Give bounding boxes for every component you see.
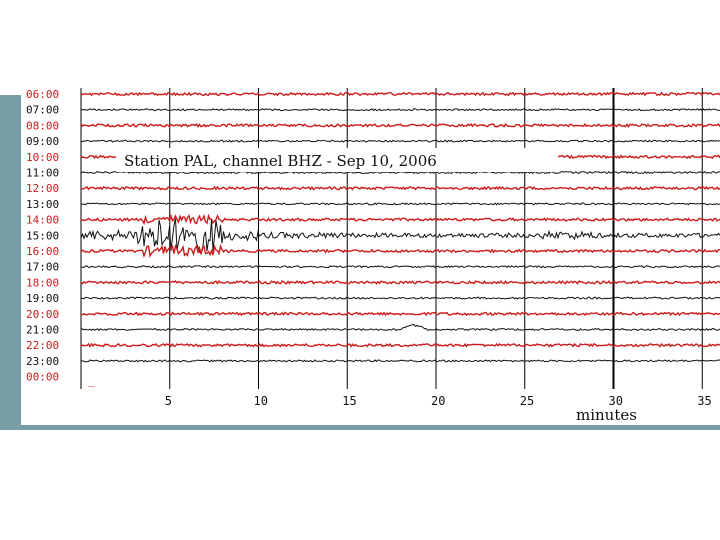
trace-layer <box>80 91 720 363</box>
row-time-label: 21:00 <box>26 324 59 337</box>
tick-layer: 5 10 15 20 25 30 35 <box>165 394 712 408</box>
seismic-trace <box>80 311 720 317</box>
x-tick-label: 5 <box>165 394 172 408</box>
row-time-label: 06:00 <box>26 88 59 101</box>
row-time-label: 11:00 <box>26 167 59 180</box>
seismic-trace <box>80 279 720 285</box>
seismic-trace <box>80 185 720 191</box>
bottom-frame-bar <box>0 425 720 430</box>
seismic-trace <box>80 91 720 97</box>
row-time-label: 19:00 <box>26 292 59 305</box>
row-time-label: 00:00 <box>26 371 59 384</box>
left-frame-bar <box>0 95 21 430</box>
row-time-label: 16:00 <box>26 245 59 258</box>
seismic-trace <box>80 265 720 269</box>
seismic-trace <box>80 359 720 363</box>
seismic-trace <box>80 243 720 259</box>
x-tick-label: 20 <box>431 394 445 408</box>
x-tick-label: 30 <box>609 394 623 408</box>
seismic-trace <box>80 342 720 348</box>
seismic-trace <box>80 218 720 253</box>
seismic-trace <box>80 139 720 143</box>
row-time-label: 13:00 <box>26 198 59 211</box>
seismic-trace <box>80 108 720 112</box>
seismic-trace <box>80 202 720 206</box>
row-time-label: 22:00 <box>26 339 59 352</box>
x-tick-label: 10 <box>254 394 268 408</box>
row-time-label: 14:00 <box>26 214 59 227</box>
current-row-marker: _ <box>88 374 95 387</box>
chart-title: Station PAL, channel BHZ - Sep 10, 2006 <box>124 152 437 170</box>
row-time-label: 09:00 <box>26 135 59 148</box>
row-label-layer: 06:00 07:00 08:00 09:00 10:00 11:00 12:00 13:00… <box>26 88 59 384</box>
row-time-label: 20:00 <box>26 308 59 321</box>
row-time-label: 10:00 <box>26 151 59 164</box>
title-background <box>116 148 558 172</box>
seismic-trace <box>80 213 720 226</box>
row-time-label: 07:00 <box>26 104 59 117</box>
row-time-label: 23:00 <box>26 355 59 368</box>
row-time-label: 08:00 <box>26 119 59 132</box>
x-tick-label: 35 <box>697 394 711 408</box>
row-time-label: 15:00 <box>26 229 59 242</box>
seismic-trace <box>80 122 720 129</box>
seismic-trace <box>80 296 720 300</box>
row-time-label: 18:00 <box>26 276 59 289</box>
seismogram-paper <box>21 83 720 425</box>
x-tick-label: 15 <box>342 394 356 408</box>
x-tick-label: 25 <box>520 394 534 408</box>
x-axis-label: minutes <box>576 406 637 424</box>
seismic-trace <box>80 324 720 332</box>
row-time-label: 17:00 <box>26 261 59 274</box>
row-time-label: 12:00 <box>26 182 59 195</box>
